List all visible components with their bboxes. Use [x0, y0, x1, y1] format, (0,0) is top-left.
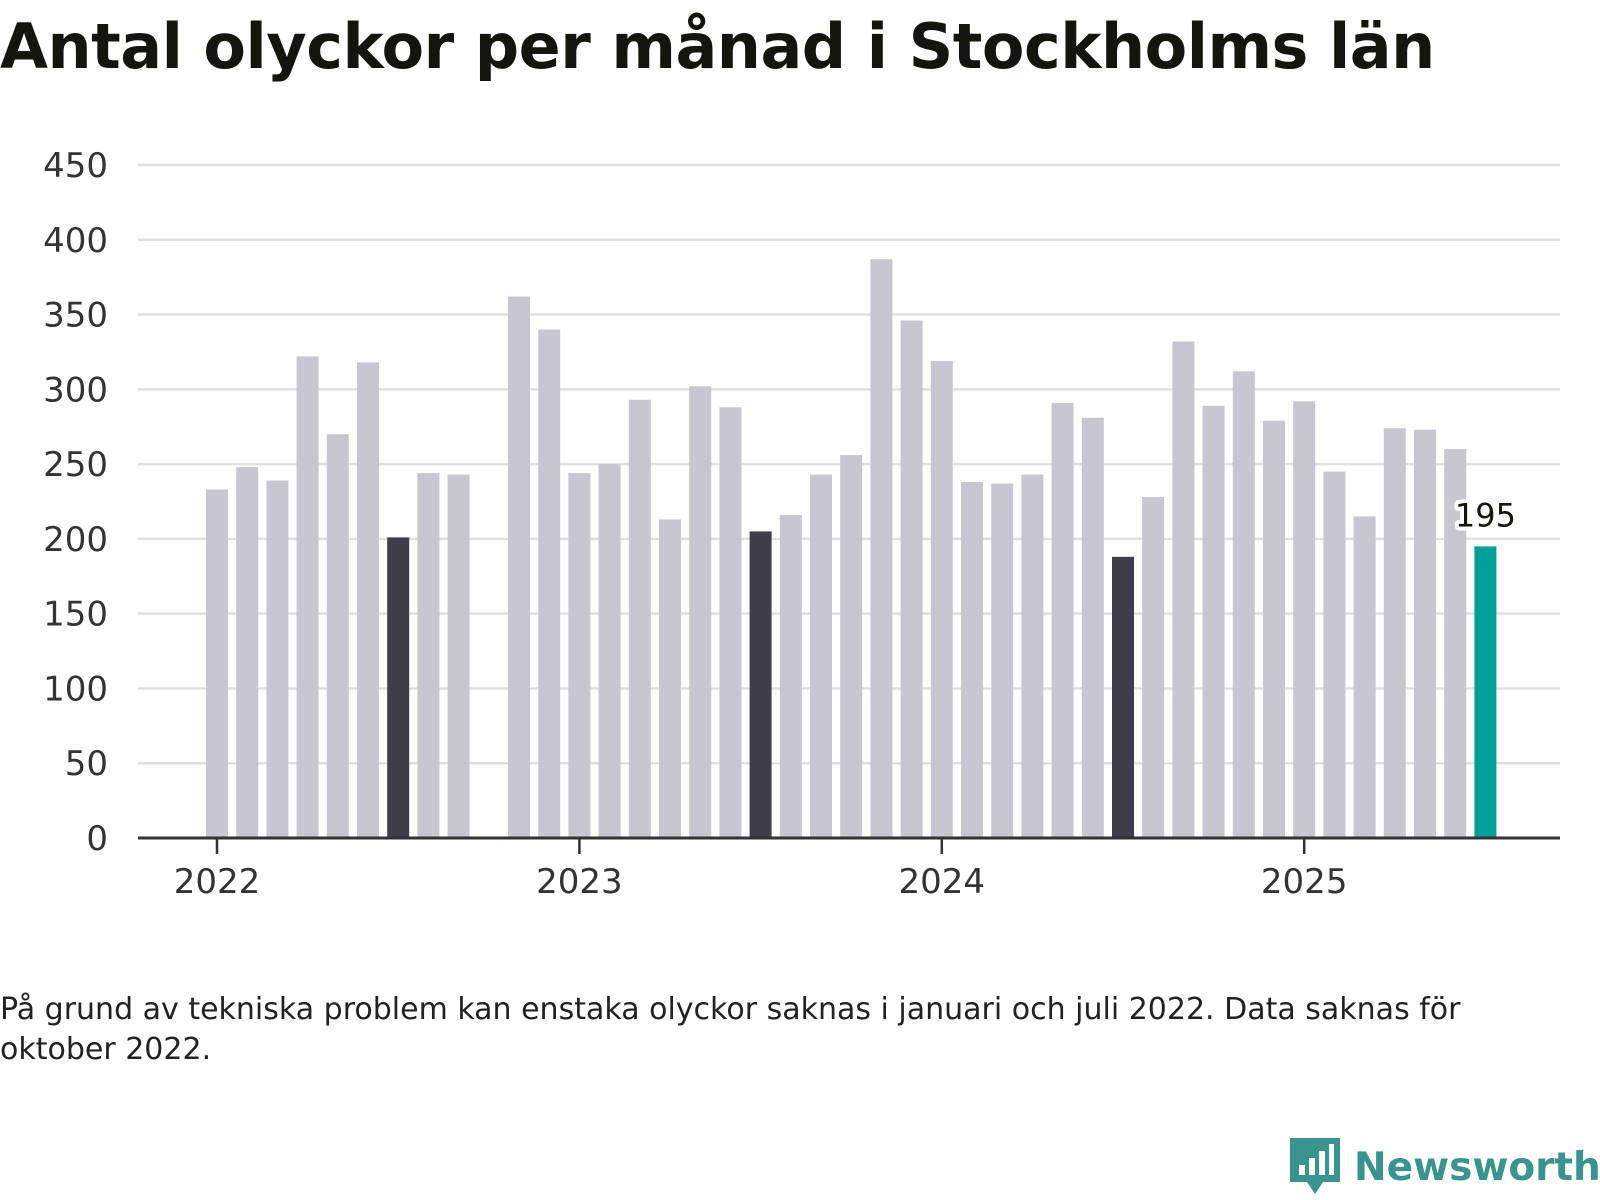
bars: [206, 259, 1497, 839]
bar: [296, 356, 319, 838]
bar: [1172, 341, 1195, 838]
x-tick-label: 2022: [174, 862, 261, 902]
y-tick-label: 100: [43, 669, 108, 709]
bar: [1444, 449, 1467, 838]
chart-bubble-icon: [1290, 1138, 1340, 1194]
bar: [568, 473, 591, 838]
x-tick-label: 2024: [899, 862, 986, 902]
bar: [1202, 405, 1225, 838]
newsworthy-logo: Newsworthy: [1290, 1138, 1600, 1196]
y-tick-label: 50: [65, 744, 108, 784]
y-tick-label: 450: [43, 146, 108, 186]
bar-latest: [1474, 546, 1497, 838]
bar: [326, 434, 349, 838]
bar: [870, 259, 893, 839]
bar: [1081, 417, 1104, 838]
bar: [628, 399, 651, 838]
chart-title: Antal olyckor per månad i Stockholms län: [0, 10, 1435, 83]
y-axis-ticks: 0 50 100 150 200 250 300 350 400 450: [43, 146, 108, 859]
bar: [1051, 402, 1074, 838]
bar: [991, 483, 1014, 838]
bar: [1293, 401, 1316, 838]
bar: [961, 482, 983, 838]
bar: [417, 473, 440, 838]
y-tick-label: 200: [43, 520, 108, 560]
bar: [447, 474, 470, 838]
bar: [930, 360, 953, 838]
bar: [236, 467, 259, 838]
x-tick-label: 2023: [536, 862, 623, 902]
footnote: På grund av tekniska problem kan enstaka…: [0, 992, 1461, 1067]
bar: [508, 296, 530, 838]
bar: [719, 407, 742, 838]
bar: [357, 362, 379, 838]
brand-name: Newsworthy: [1354, 1144, 1600, 1190]
bar: [1323, 471, 1346, 838]
bar: [1263, 420, 1285, 838]
bar: [689, 386, 712, 838]
x-axis-ticks: 2022 2023 2024 2025: [174, 838, 1348, 902]
y-tick-label: 400: [43, 221, 108, 261]
bar: [1414, 429, 1436, 838]
bar: [840, 455, 863, 838]
bar-july: [387, 537, 410, 838]
latest-value-label: 195: [1455, 496, 1516, 534]
bar: [598, 464, 621, 838]
bar: [779, 514, 802, 838]
bar: [538, 329, 561, 838]
bar-chart: 0 50 100 150 200 250 300 350 400 450 2022 2023 2024…: [43, 146, 1560, 902]
bar: [266, 480, 289, 838]
bar: [810, 474, 832, 838]
bar: [1142, 497, 1165, 838]
bar: [1383, 428, 1406, 838]
y-tick-label: 300: [43, 370, 108, 410]
bar: [659, 519, 681, 838]
bar: [1353, 516, 1376, 838]
bar: [1021, 474, 1044, 838]
bar: [1232, 371, 1255, 838]
bar: [206, 489, 228, 838]
y-tick-label: 250: [43, 445, 108, 485]
bar-july: [749, 531, 772, 838]
y-tick-label: 350: [43, 296, 108, 336]
bar-july: [1112, 556, 1134, 838]
y-tick-label: 0: [86, 819, 108, 859]
x-tick-label: 2025: [1261, 862, 1348, 902]
data-labels: 195: [1451, 492, 1520, 538]
y-tick-label: 150: [43, 595, 108, 635]
bar: [900, 320, 923, 838]
